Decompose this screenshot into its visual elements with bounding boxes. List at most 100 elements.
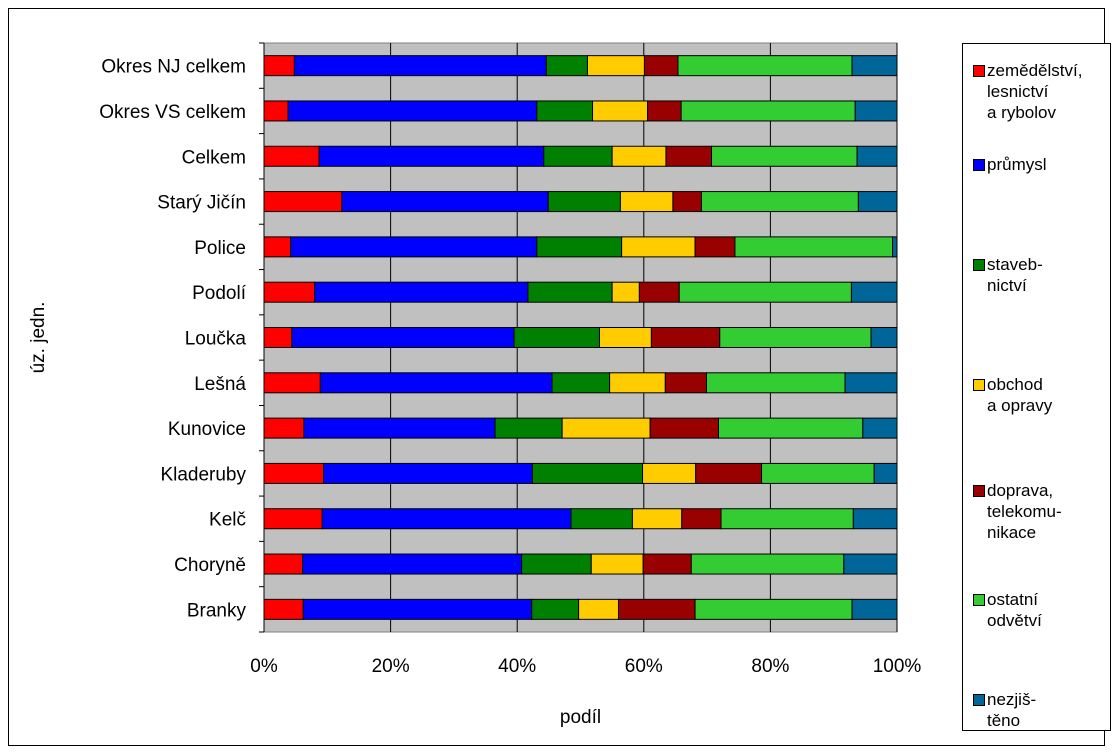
bar-segment	[303, 417, 496, 439]
bar-segment	[527, 281, 613, 303]
bar-segment	[293, 55, 547, 77]
legend-label: ostatní odvětví	[987, 590, 1042, 630]
bar-segment	[892, 236, 898, 258]
bar-segment	[873, 462, 898, 484]
bar-segment	[314, 281, 529, 303]
bar-segment	[844, 372, 898, 394]
bar-segment	[649, 417, 719, 439]
category-label: Loučka	[185, 329, 247, 350]
legend-label: nezjiš- těno	[987, 690, 1037, 730]
legend-swatch	[973, 594, 985, 606]
bar-segment	[290, 236, 538, 258]
bar-segment	[263, 508, 323, 530]
bar-segment	[263, 100, 289, 122]
bar-segment	[570, 508, 633, 530]
category-label: Kunovice	[168, 419, 246, 440]
category-labels: Okres NJ celkem Okres VS celkem Celkem Star…	[99, 57, 246, 622]
bar-segment	[611, 145, 667, 167]
bar-segment	[717, 417, 864, 439]
bar-segment	[536, 100, 594, 122]
bar-segment	[263, 417, 305, 439]
bar-segment	[850, 281, 898, 303]
bar-segment	[695, 462, 763, 484]
bar-segment	[611, 281, 640, 303]
category-label: Lešná	[194, 374, 246, 395]
bar-segment	[321, 508, 572, 530]
legend-item: zemědělství, lesnictví a rybolov	[973, 60, 1082, 123]
bar-segment	[263, 372, 321, 394]
bar-segment	[719, 327, 872, 348]
bar-segment	[643, 55, 679, 77]
bar-segment	[870, 327, 898, 348]
legend-item: staveb- nictví	[973, 254, 1043, 296]
bar-segment	[531, 598, 580, 620]
bar-segment	[694, 236, 736, 258]
legend-label: staveb- nictví	[987, 255, 1043, 295]
bar-segment	[720, 508, 854, 530]
category-label: Choryně	[174, 555, 246, 576]
bar-segment	[856, 145, 898, 167]
bar-segment	[578, 598, 619, 620]
bar-segment	[852, 508, 898, 530]
legend-label: doprava, telekomu- nikace	[987, 481, 1062, 542]
bar-segment	[857, 191, 898, 213]
x-axis-title: podíl	[560, 707, 601, 728]
bar-segment	[638, 281, 680, 303]
bar-segment	[319, 372, 553, 394]
bar-segment	[263, 55, 295, 77]
bar-segment	[672, 191, 702, 213]
x-tick-label: 100%	[873, 656, 922, 677]
bar-segment	[734, 236, 894, 258]
x-tick-label: 0%	[250, 656, 278, 677]
bar-segment	[302, 553, 523, 575]
bar-segment	[291, 327, 515, 348]
bar-segment	[263, 598, 304, 620]
legend-swatch	[973, 379, 985, 391]
bar-segment	[677, 55, 853, 77]
bar-segment	[664, 372, 707, 394]
bar-segment	[263, 553, 304, 575]
legend-swatch	[973, 485, 985, 497]
legend-swatch	[973, 694, 985, 706]
bar-segment	[586, 55, 645, 77]
bar-segment	[619, 191, 674, 213]
category-label: Branky	[187, 600, 247, 621]
bar-segment	[678, 281, 852, 303]
bar-segment	[592, 100, 649, 122]
bar-segment	[642, 462, 697, 484]
x-tick-labels: 0% 20% 40% 60% 80% 100%	[250, 656, 921, 677]
bar-segment	[609, 372, 666, 394]
bar-segment	[851, 55, 898, 77]
bars	[263, 55, 898, 620]
category-label: Police	[194, 238, 246, 259]
bar-segment	[647, 100, 682, 122]
bar-segment	[536, 236, 623, 258]
bar-segment	[323, 462, 533, 484]
bar-segment	[851, 598, 898, 620]
x-tick-label: 80%	[751, 656, 789, 677]
legend-item: obchod a opravy	[973, 374, 1052, 416]
bar-segment	[617, 598, 696, 620]
y-axis-title: úz. jedn.	[28, 302, 49, 374]
bar-segment	[665, 145, 713, 167]
bar-segment	[551, 372, 611, 394]
bar-segment	[862, 417, 898, 439]
bar-segment	[494, 417, 563, 439]
bar-segment	[700, 191, 859, 213]
legend: zemědělství, lesnictví a rybolov průmysl s…	[962, 43, 1111, 731]
bar-segment	[318, 145, 545, 167]
legend-swatch	[973, 159, 985, 171]
category-label: Celkem	[182, 147, 246, 168]
bar-segment	[341, 191, 549, 213]
legend-item: nezjiš- těno	[973, 689, 1036, 731]
bar-segment	[513, 327, 600, 348]
legend-item: průmysl	[973, 154, 1047, 175]
legend-swatch	[973, 65, 985, 77]
bar-segment	[854, 100, 898, 122]
category-label: Okres VS celkem	[99, 102, 246, 123]
legend-label: průmysl	[987, 155, 1047, 174]
bar-segment	[621, 236, 696, 258]
bar-segment	[263, 462, 325, 484]
bar-segment	[705, 372, 846, 394]
